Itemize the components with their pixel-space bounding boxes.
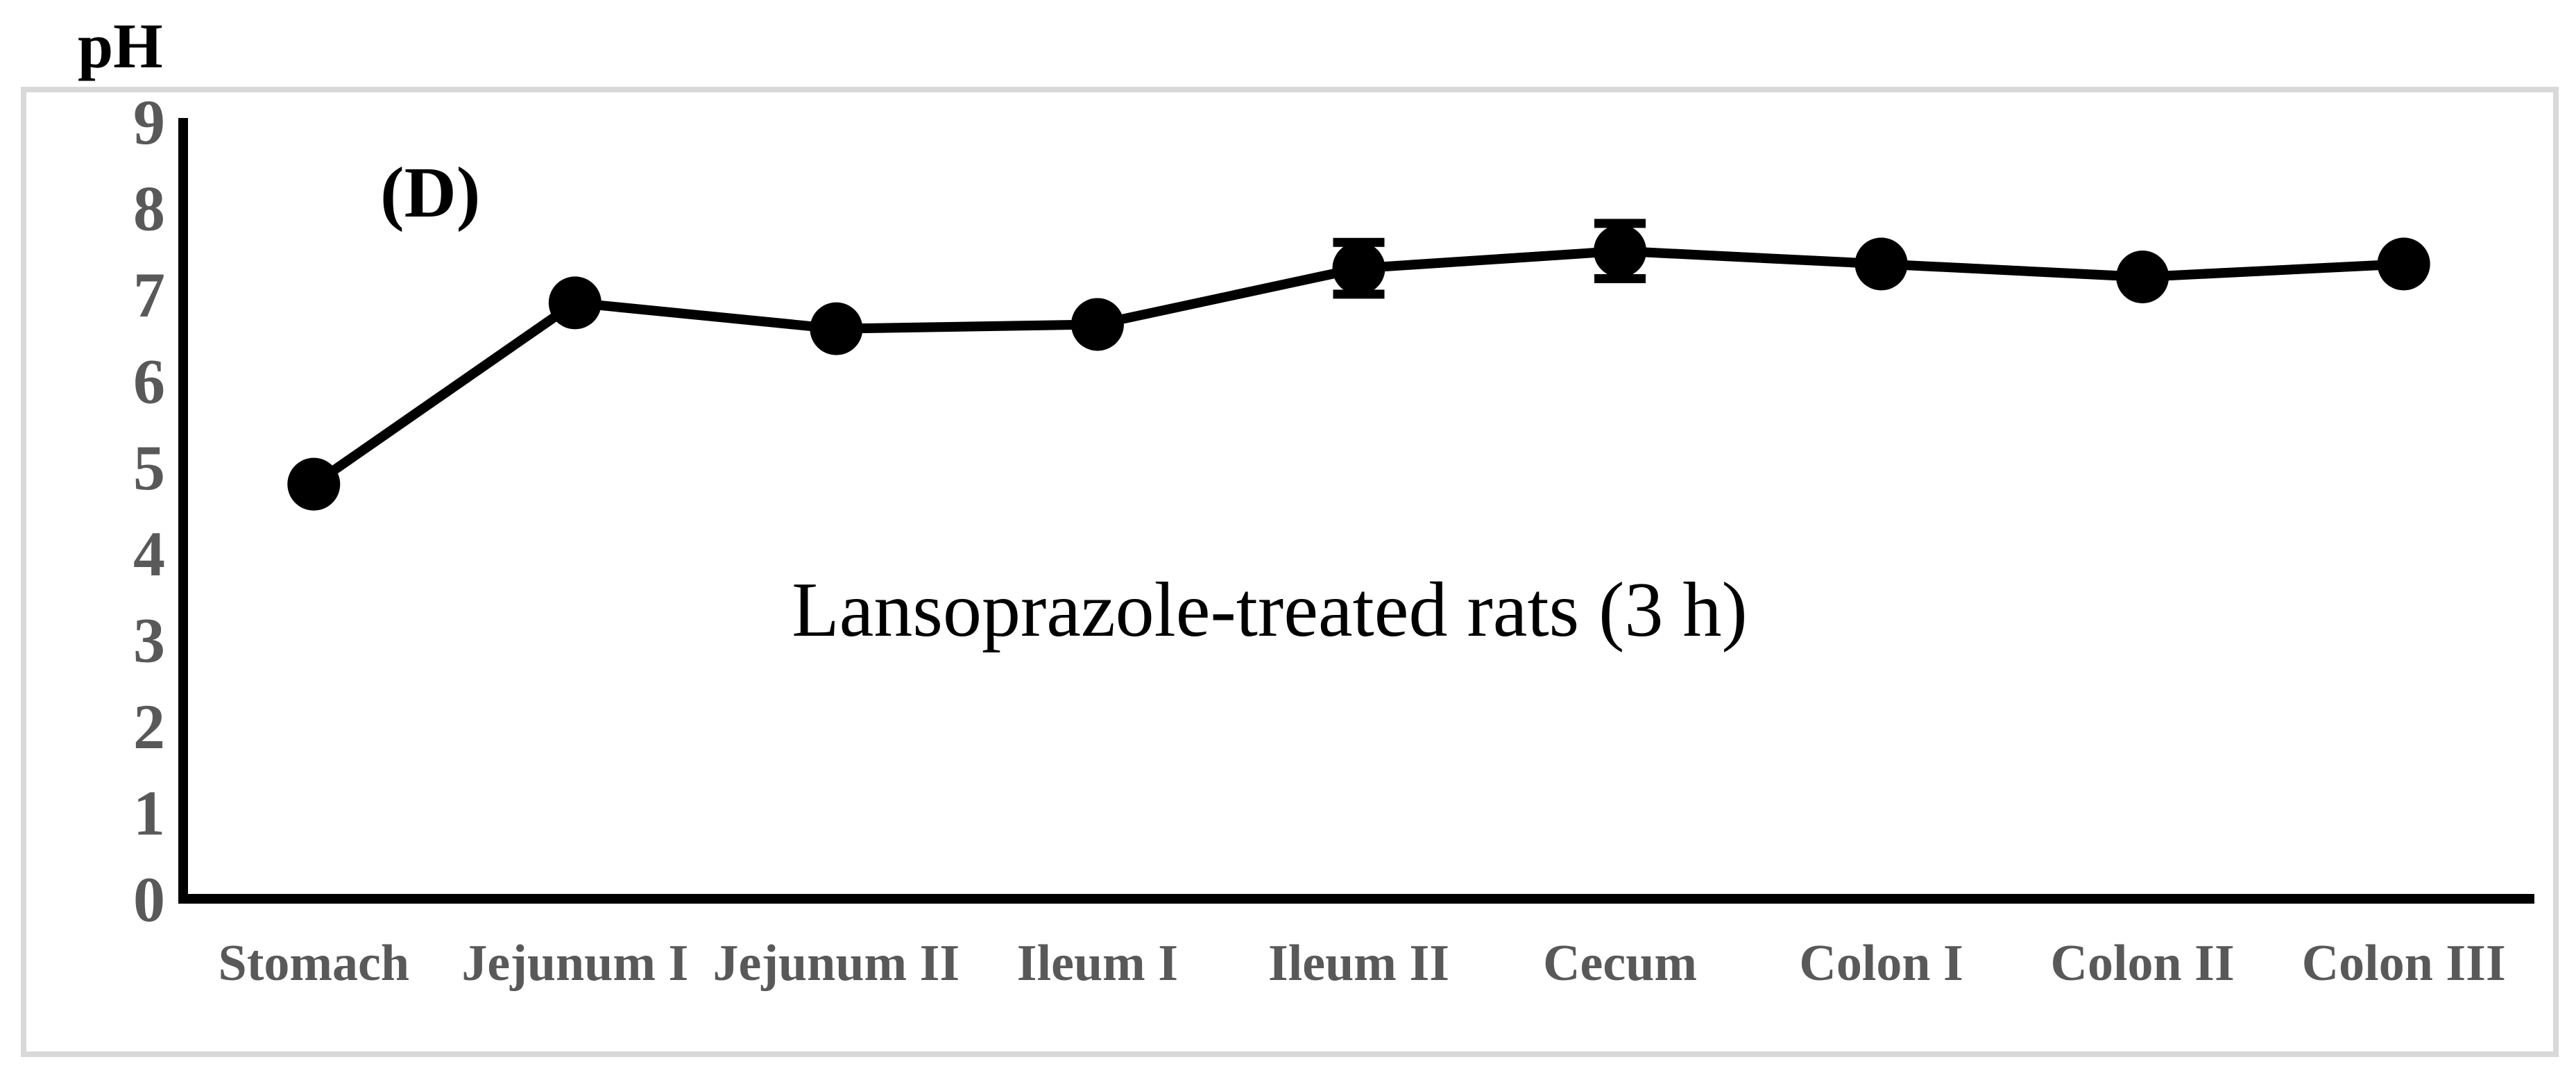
x-category-label: Colon I xyxy=(1799,935,1963,992)
x-category-label: Colon II xyxy=(2051,935,2235,992)
y-tick-label: 9 xyxy=(133,87,165,158)
y-tick-label: 6 xyxy=(133,346,165,416)
data-point-marker xyxy=(548,276,602,330)
x-category-label: Stomach xyxy=(219,935,409,992)
y-tick-label: 3 xyxy=(133,605,165,676)
y-tick-label: 8 xyxy=(133,173,165,244)
data-series xyxy=(287,219,2430,511)
panel-label: (D) xyxy=(380,153,480,233)
data-point-marker xyxy=(1332,242,1385,295)
data-point-marker xyxy=(2377,237,2430,291)
x-axis-category-labels: Stomach Jejunum I Jejunum II Ileum I Ileum I… xyxy=(219,935,2506,992)
y-tick-label: 1 xyxy=(133,778,165,849)
y-axis-title: pH xyxy=(78,10,163,81)
data-point-marker xyxy=(810,302,863,355)
y-tick-label: 4 xyxy=(133,518,165,589)
data-point-marker xyxy=(1854,237,1908,291)
chart-title: Lansoprazole-treated rats (3 h) xyxy=(792,567,1748,653)
data-point-marker xyxy=(1071,298,1124,351)
y-tick-label: 5 xyxy=(133,432,165,503)
y-tick-label: 2 xyxy=(133,691,165,762)
y-axis-tick-labels: 0 1 2 3 4 5 6 7 8 9 xyxy=(133,87,165,935)
x-category-label: Colon III xyxy=(2302,935,2506,992)
data-point-marker xyxy=(287,457,341,511)
x-category-label: Ileum I xyxy=(1017,935,1178,992)
figure-border xyxy=(21,87,2559,1057)
data-point-marker xyxy=(2116,251,2169,303)
x-category-label: Ileum II xyxy=(1268,935,1449,992)
x-category-label: Cecum xyxy=(1543,935,1697,992)
y-tick-label: 0 xyxy=(133,864,165,935)
x-category-label: Jejunum I xyxy=(461,935,688,992)
data-point-marker xyxy=(1594,224,1647,278)
y-tick-label: 7 xyxy=(133,260,165,330)
x-category-label: Jejunum II xyxy=(713,935,960,992)
